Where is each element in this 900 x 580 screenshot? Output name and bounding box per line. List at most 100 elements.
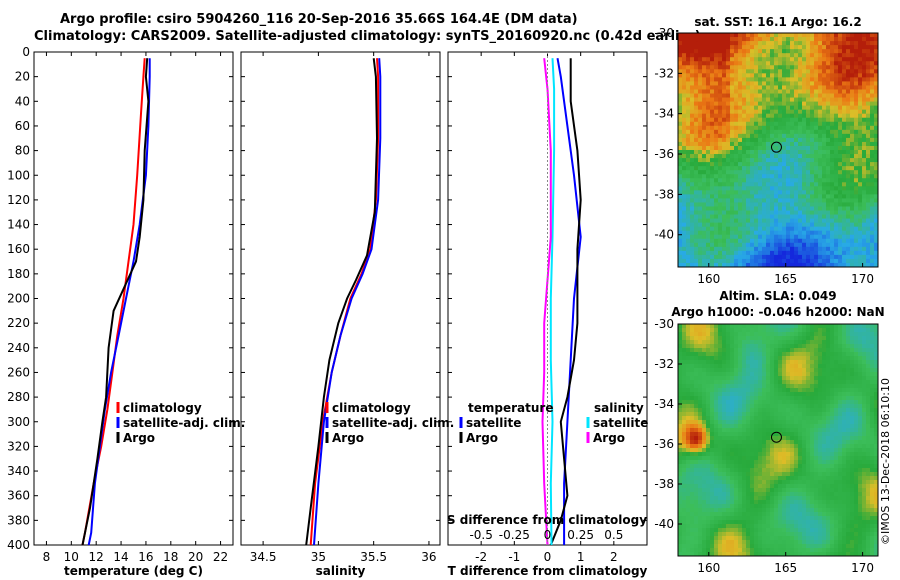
map-cell bbox=[858, 436, 863, 441]
map-cell bbox=[818, 93, 823, 98]
map-cell bbox=[742, 73, 747, 78]
map-cell bbox=[778, 154, 783, 159]
map-cell bbox=[710, 222, 715, 228]
map-cell bbox=[722, 324, 727, 329]
map-cell bbox=[798, 448, 803, 453]
map-cell bbox=[682, 340, 687, 345]
map-cell bbox=[726, 226, 731, 232]
map-cell bbox=[854, 412, 859, 417]
map-cell bbox=[834, 202, 839, 207]
map-cell bbox=[698, 145, 703, 151]
map-cell bbox=[786, 129, 791, 135]
map-cell bbox=[814, 150, 819, 155]
map-cell bbox=[802, 105, 807, 111]
map-cell bbox=[734, 93, 739, 98]
map-cell bbox=[838, 448, 843, 453]
map-cell bbox=[686, 230, 691, 236]
map-cell bbox=[830, 376, 835, 381]
map-cell bbox=[838, 254, 843, 260]
map-cell bbox=[778, 384, 783, 389]
map-cell bbox=[690, 388, 695, 393]
map-cell bbox=[842, 328, 847, 333]
map-cell bbox=[818, 69, 823, 74]
map-cell bbox=[790, 464, 795, 469]
map-cell bbox=[770, 53, 775, 58]
map-cell bbox=[698, 428, 703, 433]
map-cell bbox=[846, 372, 851, 377]
map-cell bbox=[778, 416, 783, 421]
map-cell bbox=[778, 404, 783, 409]
map-cell bbox=[702, 412, 707, 417]
map-cell bbox=[694, 125, 699, 131]
map-cell bbox=[750, 324, 755, 329]
map-cell bbox=[838, 416, 843, 421]
map-cell bbox=[722, 206, 727, 211]
map-cell bbox=[770, 61, 775, 66]
map-cell bbox=[818, 105, 823, 111]
map-cell bbox=[790, 174, 795, 179]
map-cell bbox=[682, 154, 687, 159]
map-cell bbox=[874, 360, 879, 365]
map-cell bbox=[814, 158, 819, 163]
map-cell bbox=[754, 230, 759, 236]
map-cell bbox=[690, 57, 695, 62]
map-cell bbox=[746, 222, 751, 228]
map-cell bbox=[782, 93, 787, 98]
map-cell bbox=[814, 328, 819, 333]
map-cell bbox=[722, 137, 727, 143]
map-cell bbox=[830, 190, 835, 195]
map-cell bbox=[718, 328, 723, 333]
map-cell bbox=[714, 158, 719, 163]
map-cell bbox=[770, 226, 775, 232]
map-cell bbox=[742, 230, 747, 236]
map-cell bbox=[802, 61, 807, 66]
map-cell bbox=[742, 222, 747, 228]
map-cell bbox=[746, 368, 751, 373]
map-cell bbox=[714, 372, 719, 377]
map-cell bbox=[858, 73, 863, 78]
map-cell bbox=[798, 424, 803, 429]
map-cell bbox=[822, 210, 827, 215]
map-cell bbox=[814, 404, 819, 409]
map-cell bbox=[790, 436, 795, 441]
map-cell bbox=[698, 448, 703, 453]
map-cell bbox=[678, 356, 683, 361]
map-cell bbox=[774, 65, 779, 70]
map-cell bbox=[682, 262, 687, 268]
map-cell bbox=[806, 81, 811, 86]
map-cell bbox=[826, 210, 831, 215]
map-cell bbox=[866, 364, 871, 369]
map-cell bbox=[746, 344, 751, 349]
map-cell bbox=[818, 206, 823, 211]
map-cell bbox=[830, 85, 835, 90]
map-cell bbox=[790, 250, 795, 256]
map-cell bbox=[798, 384, 803, 389]
map-cell bbox=[786, 49, 791, 54]
y-tick-label: 20 bbox=[15, 70, 30, 84]
map-cell bbox=[678, 125, 683, 131]
map-cell bbox=[814, 77, 819, 82]
map-cell bbox=[850, 150, 855, 155]
map-cell bbox=[822, 238, 827, 244]
map-cell bbox=[846, 194, 851, 199]
map-cell bbox=[710, 150, 715, 155]
map-cell bbox=[798, 89, 803, 94]
map-cell bbox=[706, 464, 711, 469]
map-cell bbox=[826, 432, 831, 437]
map-cell bbox=[678, 444, 683, 449]
map-cell bbox=[782, 194, 787, 199]
map-cell bbox=[762, 162, 767, 167]
map-cell bbox=[806, 65, 811, 70]
map-cell bbox=[778, 388, 783, 393]
map-cell bbox=[702, 210, 707, 215]
map-cell bbox=[718, 348, 723, 353]
map-cell bbox=[782, 33, 787, 38]
map-cell bbox=[702, 364, 707, 369]
map-cell bbox=[782, 85, 787, 90]
series-line-argo bbox=[81, 58, 150, 546]
map-cell bbox=[810, 424, 815, 429]
map-cell bbox=[698, 186, 703, 191]
map-cell bbox=[774, 154, 779, 159]
map-cell bbox=[758, 105, 763, 111]
map-cell bbox=[774, 210, 779, 215]
